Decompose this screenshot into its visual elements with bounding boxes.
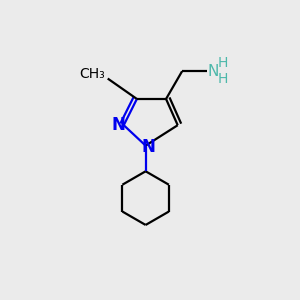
Text: CH₃: CH₃ (79, 67, 104, 81)
Text: N: N (142, 138, 155, 156)
Text: H: H (218, 56, 228, 70)
Text: H: H (218, 72, 228, 86)
Text: N: N (208, 64, 219, 79)
Text: N: N (112, 116, 125, 134)
